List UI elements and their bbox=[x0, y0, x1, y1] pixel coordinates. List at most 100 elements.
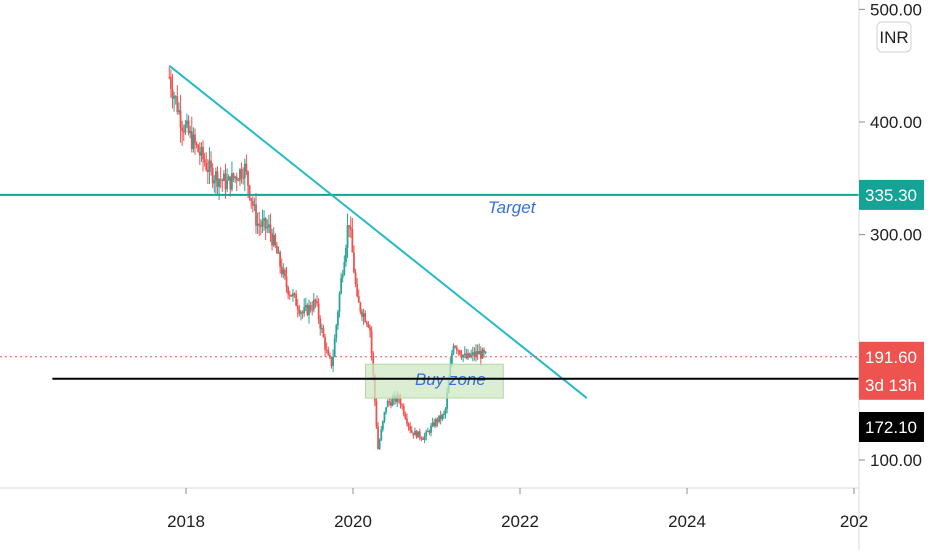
candle-body bbox=[434, 419, 437, 427]
price-labels: 335.30 191.60 3d 13h 172.10 bbox=[859, 179, 924, 442]
candle-body bbox=[214, 171, 217, 181]
candle-body bbox=[357, 296, 360, 303]
candle-body bbox=[293, 293, 296, 295]
candle-body bbox=[298, 309, 301, 314]
candle-body bbox=[222, 173, 225, 181]
candle-body bbox=[324, 337, 326, 350]
candle-body bbox=[301, 312, 304, 314]
candle-body bbox=[325, 349, 328, 351]
candle-body bbox=[459, 350, 461, 355]
candle-body bbox=[232, 173, 235, 179]
price-tick-label: 500.00 bbox=[870, 0, 922, 19]
candle-body bbox=[300, 312, 302, 314]
candle-body bbox=[186, 120, 188, 125]
candle-body bbox=[256, 223, 259, 226]
candle-body bbox=[322, 328, 325, 338]
candle-body bbox=[168, 76, 171, 78]
candle-body bbox=[441, 414, 444, 420]
candle-body bbox=[470, 354, 473, 358]
candle-body bbox=[311, 309, 314, 311]
candle-body bbox=[410, 430, 413, 433]
candle-body bbox=[425, 431, 428, 437]
target-text: Target bbox=[488, 198, 537, 217]
price-axis[interactable]: 500.00 400.00 300.00 100.00 bbox=[859, 0, 922, 470]
time-tick-label: 2024 bbox=[668, 512, 706, 531]
candle-body bbox=[404, 414, 407, 419]
candle-body bbox=[240, 169, 243, 178]
candle-body bbox=[288, 294, 291, 296]
candle-body bbox=[290, 294, 293, 297]
candle-body bbox=[476, 351, 479, 355]
candle-body bbox=[354, 272, 357, 285]
candle-body bbox=[381, 421, 384, 430]
candle-body bbox=[173, 96, 176, 99]
candle-body bbox=[197, 145, 200, 153]
candles-layer bbox=[168, 67, 487, 450]
time-tick-label: 2020 bbox=[334, 512, 372, 531]
candle-body bbox=[308, 305, 310, 315]
candle-body bbox=[369, 327, 371, 331]
candle-body bbox=[195, 143, 198, 146]
candle-body bbox=[192, 134, 195, 150]
candle-body bbox=[295, 293, 298, 306]
candle-body bbox=[234, 176, 237, 179]
candle-body bbox=[317, 303, 320, 319]
candle-body bbox=[356, 284, 359, 297]
candle-body bbox=[348, 225, 351, 227]
candle-body bbox=[365, 321, 368, 325]
candle-body bbox=[401, 405, 404, 407]
candle-body bbox=[237, 180, 240, 182]
candle-body bbox=[243, 163, 246, 179]
time-axis[interactable]: 2018 2020 2022 2024 202 bbox=[167, 488, 868, 531]
candle-body bbox=[285, 276, 288, 288]
candle-body bbox=[314, 299, 317, 302]
support-price-label-value: 172.10 bbox=[865, 418, 917, 437]
candle-body bbox=[206, 169, 209, 172]
candle-body bbox=[190, 131, 193, 150]
candle-body bbox=[282, 269, 285, 275]
candle-body bbox=[178, 110, 180, 113]
candle-body bbox=[242, 177, 245, 179]
candle-body bbox=[444, 408, 447, 414]
candle-body bbox=[312, 299, 315, 310]
candle-body bbox=[309, 305, 312, 310]
candle-body bbox=[436, 419, 439, 422]
candle-body bbox=[430, 426, 432, 433]
candle-body bbox=[341, 274, 344, 278]
candle-body bbox=[468, 353, 471, 358]
candle-body bbox=[266, 227, 269, 229]
candle-body bbox=[460, 354, 463, 358]
candle-body bbox=[251, 201, 254, 206]
candle-body bbox=[303, 307, 306, 314]
candle-body bbox=[452, 346, 455, 354]
candle-body bbox=[337, 312, 339, 326]
target-price-label-bg bbox=[859, 179, 924, 210]
candle-body bbox=[280, 266, 283, 275]
currency-label: INR bbox=[879, 28, 908, 47]
currency-badge[interactable]: INR bbox=[876, 21, 912, 53]
candle-body bbox=[245, 163, 248, 172]
candle-body bbox=[364, 313, 367, 322]
candle-body bbox=[274, 235, 277, 246]
candle-body bbox=[428, 431, 431, 433]
candle-body bbox=[383, 412, 386, 422]
candle-body bbox=[414, 430, 416, 436]
candle-body bbox=[385, 407, 387, 413]
price-tick-label: 300.00 bbox=[870, 226, 922, 245]
candle-body bbox=[176, 96, 179, 113]
candle-body bbox=[442, 413, 445, 415]
candle-body bbox=[218, 179, 220, 187]
candle-body bbox=[349, 226, 352, 229]
candle-body bbox=[287, 287, 290, 295]
buy-zone-box bbox=[365, 363, 504, 399]
candle-body bbox=[187, 120, 190, 134]
candle-body bbox=[171, 88, 174, 99]
candle-body bbox=[367, 324, 370, 328]
candle-body bbox=[467, 353, 469, 359]
candle-body bbox=[361, 311, 363, 317]
candle-body bbox=[202, 146, 204, 160]
candle-body bbox=[359, 302, 362, 312]
candle-body bbox=[253, 204, 256, 206]
